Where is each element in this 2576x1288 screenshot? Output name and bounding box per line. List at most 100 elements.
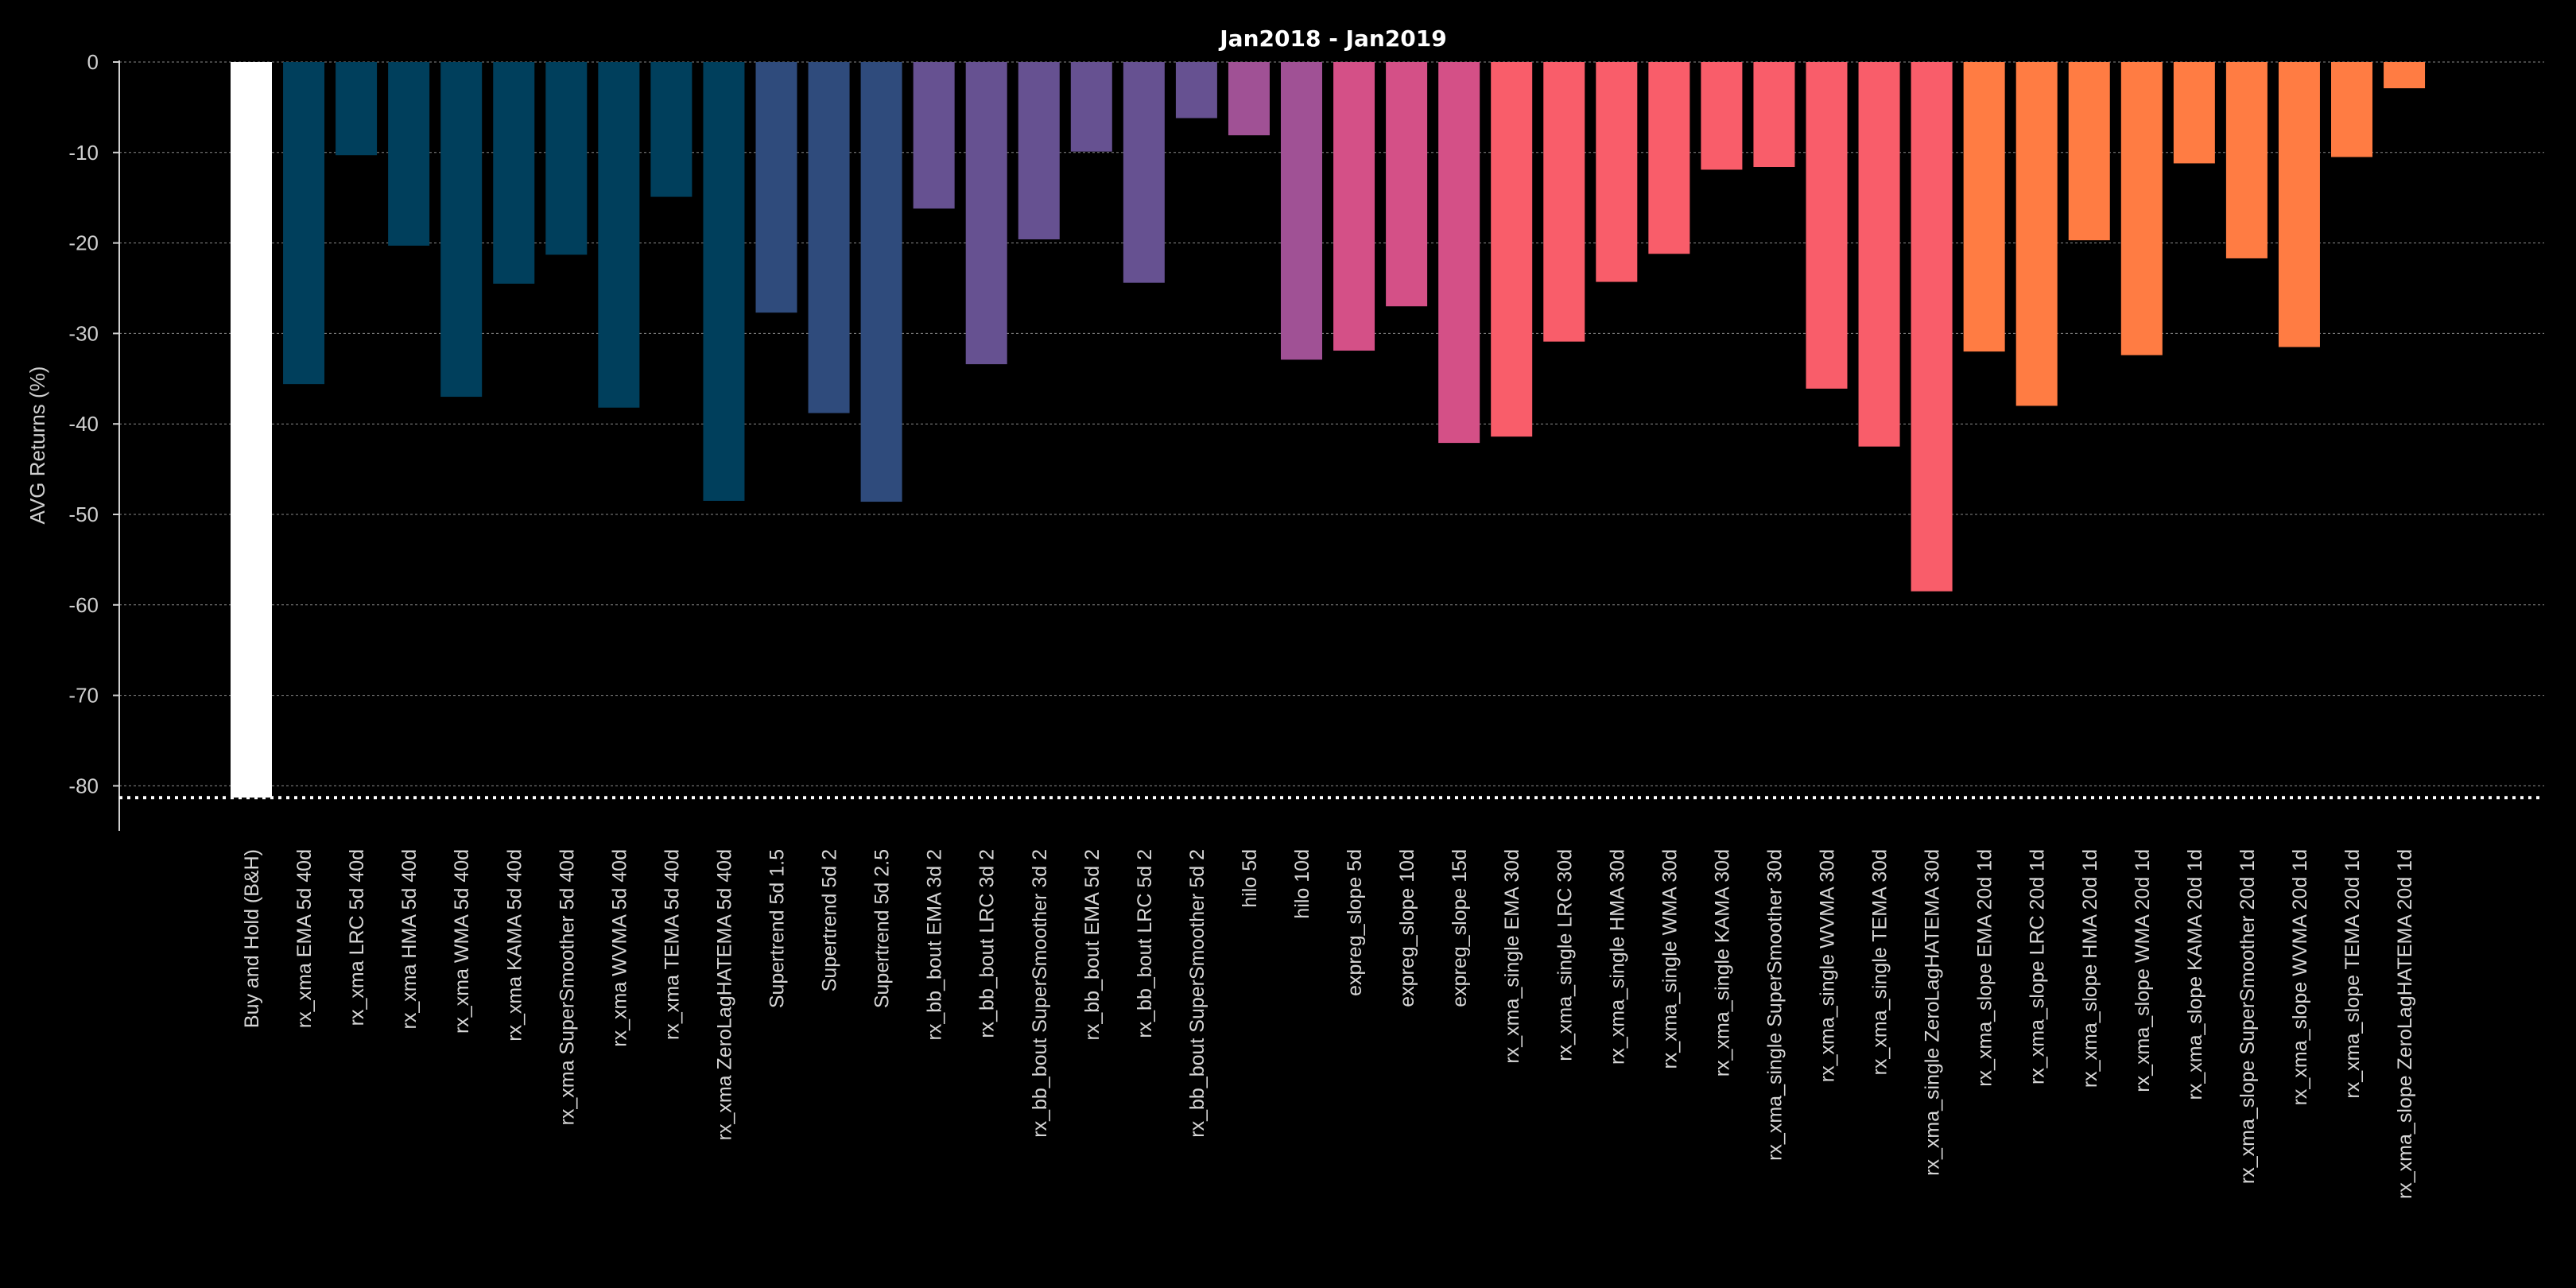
grid-lines: 0 -10 -20 -30 -40 -50 -60 -70 -80 [68, 50, 2544, 797]
y-tick-label: -30 [68, 321, 99, 345]
category-label: rx_xma LRC 5d 40d [346, 849, 368, 1026]
bar [1963, 62, 2005, 352]
bar [1123, 62, 1165, 283]
y-tick-label: -60 [68, 593, 99, 617]
category-label: rx_xma_slope HMA 20d 1d [2079, 849, 2101, 1088]
category-label: rx_xma_slope TEMA 20d 1d [2341, 849, 2364, 1099]
bar [1333, 62, 1375, 351]
bar [755, 62, 797, 313]
category-label: rx_bb_bout EMA 3d 2 [924, 849, 946, 1040]
category-labels: Buy and Hold (B&H) rx_xma EMA 5d 40d rx_xm… [241, 849, 2416, 1199]
category-label: rx_xma WVMA 5d 40d [608, 849, 630, 1047]
axes [118, 60, 2544, 831]
bar [860, 62, 902, 502]
bar [2384, 62, 2426, 89]
bar [1858, 62, 1900, 447]
y-tick-label: -80 [68, 774, 99, 797]
bars [231, 62, 2426, 798]
bar [1753, 62, 1795, 168]
bar [545, 62, 588, 255]
category-label: rx_xma_single KAMA 30d [1711, 849, 1733, 1077]
bar [336, 62, 378, 156]
category-label: rx_xma KAMA 5d 40d [503, 849, 526, 1042]
y-tick-label: 0 [87, 50, 99, 74]
bar [2225, 62, 2268, 258]
category-label: rx_xma_slope SuperSmoother 20d 1d [2237, 849, 2259, 1184]
y-tick-label: -50 [68, 502, 99, 526]
category-label: rx_xma_slope LRC 20d 1d [2027, 849, 2049, 1084]
category-label: rx_xma_slope ZeroLagHATEMA 20d 1d [2394, 849, 2416, 1199]
category-label: expreg_slope 15d [1449, 849, 1471, 1007]
bar [703, 62, 745, 501]
category-label: rx_xma WMA 5d 40d [451, 849, 473, 1034]
category-label: hilo 10d [1291, 849, 1313, 919]
bar [2173, 62, 2215, 164]
category-label: rx_bb_bout SuperSmoother 5d 2 [1186, 849, 1208, 1138]
bar [1491, 62, 1533, 437]
bar [965, 62, 1007, 365]
y-tick-label: -40 [68, 412, 99, 436]
bar [1543, 62, 1585, 342]
bar [1701, 62, 1743, 170]
bar [1281, 62, 1322, 360]
bar [493, 62, 535, 284]
category-label: Supertrend 5d 1.5 [766, 849, 789, 1008]
y-tick-label: -20 [68, 231, 99, 255]
bar [440, 62, 483, 398]
bar [1438, 62, 1480, 444]
bar [598, 62, 640, 408]
category-label: rx_xma HMA 5d 40d [398, 849, 421, 1030]
bar [231, 62, 272, 798]
category-label: rx_xma_single SuperSmoother 30d [1763, 849, 1786, 1161]
bar [2331, 62, 2372, 157]
category-label: rx_bb_bout EMA 5d 2 [1081, 849, 1104, 1040]
bar [808, 62, 850, 413]
category-label: rx_xma_single LRC 30d [1554, 849, 1576, 1061]
bar [1806, 62, 1848, 389]
category-label: rx_xma_single WMA 30d [1658, 849, 1681, 1069]
bar [1596, 62, 1638, 282]
y-tick-label: -70 [68, 684, 99, 708]
chart-title: Jan2018 - Jan2019 [1218, 25, 1446, 52]
category-label: expreg_slope 10d [1396, 849, 1418, 1007]
category-label: rx_xma EMA 5d 40d [293, 849, 316, 1028]
bar [1175, 62, 1217, 118]
category-label: rx_xma ZeroLagHATEMA 5d 40d [713, 849, 735, 1140]
category-label: rx_xma_single WVMA 30d [1817, 849, 1839, 1082]
y-tick-label: -10 [68, 141, 99, 165]
category-label: rx_xma_single ZeroLagHATEMA 30d [1922, 849, 1944, 1176]
category-label: rx_xma_slope WMA 20d 1d [2132, 849, 2154, 1092]
category-label: rx_xma SuperSmoother 5d 40d [556, 849, 578, 1125]
category-label: rx_xma_single TEMA 30d [1869, 849, 1891, 1075]
bar [283, 62, 325, 385]
bar [388, 62, 430, 246]
category-label: rx_bb_bout SuperSmoother 3d 2 [1029, 849, 1051, 1138]
bar [1911, 62, 1953, 592]
bar [1648, 62, 1690, 254]
category-label: rx_xma_single HMA 30d [1606, 849, 1628, 1065]
category-label: rx_bb_bout LRC 3d 2 [976, 849, 999, 1038]
category-label: rx_xma_slope WVMA 20d 1d [2289, 849, 2311, 1105]
bar [1228, 62, 1270, 136]
bar [1070, 62, 1112, 152]
bar [913, 62, 955, 209]
bar [2068, 62, 2110, 241]
category-label: rx_xma_slope KAMA 20d 1d [2184, 849, 2206, 1100]
category-label: Buy and Hold (B&H) [241, 849, 263, 1028]
y-axis-label: AVG Returns (%) [25, 367, 49, 525]
category-label: Supertrend 5d 2 [819, 849, 841, 991]
category-label: expreg_slope 5d [1344, 849, 1366, 996]
category-label: Supertrend 5d 2.5 [871, 849, 894, 1008]
category-label: hilo 5d [1239, 849, 1261, 908]
category-label: rx_xma TEMA 5d 40d [661, 849, 683, 1040]
category-label: rx_bb_bout LRC 5d 2 [1134, 849, 1156, 1038]
category-label: rx_xma_slope EMA 20d 1d [1974, 849, 1996, 1087]
bar [1386, 62, 1428, 307]
bar [2278, 62, 2320, 347]
category-label: rx_xma_single EMA 30d [1501, 849, 1523, 1064]
bar [2015, 62, 2058, 406]
bar [2120, 62, 2163, 355]
bar [650, 62, 692, 197]
bar [1018, 62, 1060, 240]
